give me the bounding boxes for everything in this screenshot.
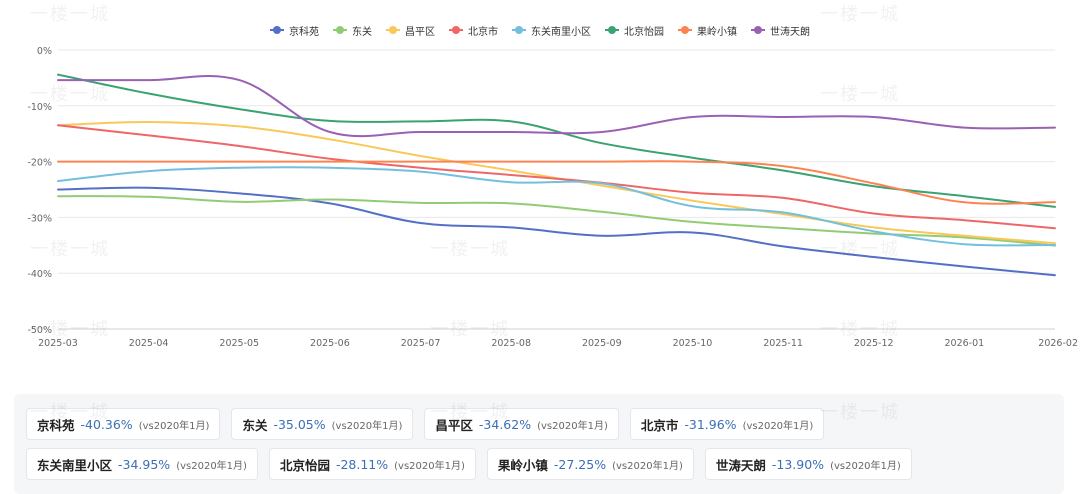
card-note: (vs2020年1月) (176, 460, 247, 472)
legend-item[interactable]: 昌平区 (386, 23, 435, 38)
x-tick-label: 2025-05 (219, 338, 259, 349)
card-note: (vs2020年1月) (830, 460, 901, 472)
card-value: -35.05% (273, 416, 326, 432)
summary-card: 东关 -35.05% (vs2020年1月) (231, 408, 414, 440)
card-note: (vs2020年1月) (742, 420, 814, 432)
legend-marker (386, 26, 400, 34)
legend-item[interactable]: 东关南里小区 (512, 23, 591, 38)
series-line (57, 124, 1056, 230)
card-name: 北京市 (640, 417, 679, 433)
card-name: 果岭小镇 (497, 457, 548, 473)
card-value: -31.96% (684, 416, 737, 432)
legend-label: 北京市 (468, 26, 498, 38)
card-name: 京科苑 (37, 417, 75, 433)
series-line (57, 186, 1056, 277)
summary-card: 北京市 -31.96% (vs2020年1月) (629, 408, 825, 440)
series-line (57, 166, 1056, 247)
legend-item[interactable]: 北京市 (449, 23, 498, 38)
legend-item[interactable]: 世涛天朗 (751, 23, 810, 38)
card-value: -27.25% (553, 456, 607, 472)
card-name: 东关南里小区 (37, 457, 113, 473)
y-tick-label: -10% (27, 102, 52, 113)
summary-row-1: 京科苑 -40.36% (vs2020年1月) 东关 -35.05% (vs20… (26, 408, 825, 440)
legend-dot (681, 26, 689, 34)
legend-label: 北京怡园 (624, 26, 664, 38)
legend-dot (273, 26, 281, 34)
legend-item[interactable]: 东关 (333, 23, 372, 38)
card-note: (vs2020年1月) (612, 460, 683, 472)
legend-dot (608, 26, 616, 34)
x-tick-label: 2026-02 (1038, 338, 1078, 349)
x-tick-label: 2025-10 (673, 338, 713, 349)
x-tick-label: 2025-06 (310, 338, 350, 349)
x-tick-label: 2025-03 (38, 338, 78, 349)
x-tick-label: 2025-04 (129, 338, 169, 349)
card-note: (vs2020年1月) (138, 420, 210, 432)
legend-marker (678, 26, 692, 34)
legend-dot (754, 26, 762, 34)
summary-card: 东关南里小区 -34.95% (vs2020年1月) (26, 448, 258, 480)
summary-panel: 京科苑 -40.36% (vs2020年1月) 东关 -35.05% (vs20… (14, 394, 1064, 494)
card-value: -34.62% (478, 416, 532, 432)
card-note: (vs2020年1月) (394, 460, 465, 472)
series-line (57, 195, 1056, 247)
legend-dot (389, 26, 397, 34)
legend-dot (336, 26, 344, 34)
series-line (57, 160, 1056, 205)
legend-marker (605, 26, 619, 34)
y-tick-label: -50% (27, 325, 52, 336)
series-line (57, 73, 1056, 208)
summary-card: 北京怡园 -28.11% (vs2020年1月) (268, 448, 476, 480)
y-tick-label: -40% (27, 269, 52, 280)
legend-label: 东关 (352, 26, 372, 38)
legend-marker (751, 26, 765, 34)
summary-card: 世涛天朗 -13.90% (vs2020年1月) (704, 448, 912, 480)
legend-label: 昌平区 (405, 26, 435, 38)
y-tick-label: -30% (27, 213, 52, 224)
legend-item[interactable]: 果岭小镇 (678, 23, 737, 38)
card-name: 东关 (242, 417, 268, 433)
x-tick-label: 2026-01 (945, 338, 985, 349)
card-value: -13.90% (771, 456, 825, 472)
summary-card: 京科苑 -40.36% (vs2020年1月) (26, 408, 221, 440)
card-value: -28.11% (335, 456, 389, 472)
x-tick-label: 2025-08 (491, 338, 531, 349)
series-line (57, 74, 1056, 138)
card-note: (vs2020年1月) (331, 420, 403, 432)
summary-card: 果岭小镇 -27.25% (vs2020年1月) (486, 448, 694, 480)
x-tick-label: 2025-07 (401, 338, 441, 349)
legend-dot (515, 26, 523, 34)
summary-card: 昌平区 -34.62% (vs2020年1月) (424, 408, 619, 440)
legend-label: 东关南里小区 (531, 26, 591, 38)
legend-dot (452, 26, 460, 34)
legend-marker (512, 26, 526, 34)
legend-item[interactable]: 北京怡园 (605, 23, 664, 38)
legend-label: 果岭小镇 (697, 26, 737, 38)
card-value: -40.36% (80, 416, 133, 432)
legend-marker (270, 26, 284, 34)
legend-marker (333, 26, 347, 34)
card-value: -34.95% (118, 456, 171, 472)
card-name: 世涛天朗 (715, 457, 766, 473)
x-tick-label: 2025-11 (763, 338, 803, 349)
y-tick-label: -20% (27, 158, 52, 169)
summary-row-2: 东关南里小区 -34.95% (vs2020年1月) 北京怡园 -28.11% … (26, 448, 912, 480)
card-name: 昌平区 (435, 417, 473, 433)
legend-label: 世涛天朗 (770, 26, 810, 38)
x-tick-label: 2025-12 (854, 338, 894, 349)
card-note: (vs2020年1月) (537, 420, 608, 432)
legend-item[interactable]: 京科苑 (270, 23, 319, 38)
x-tick-label: 2025-09 (582, 338, 622, 349)
y-tick-label: 0% (37, 46, 52, 57)
legend-marker (449, 26, 463, 34)
chart-legend: 京科苑 东关 昌平区 北京市 东关南里小区 北京怡园 果岭小镇 世涛天朗 (0, 20, 1080, 40)
card-name: 北京怡园 (279, 457, 330, 473)
legend-label: 京科苑 (289, 26, 319, 38)
